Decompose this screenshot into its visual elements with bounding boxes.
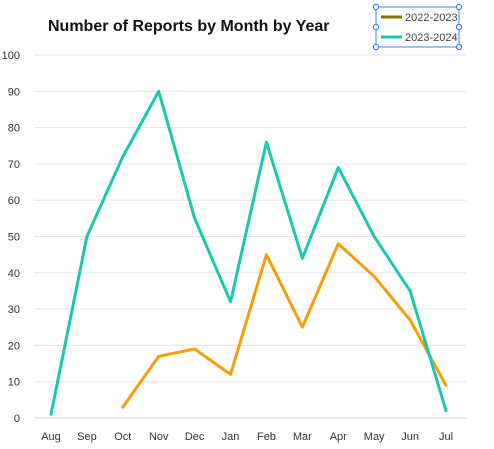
data-point-2023-2024-may[interactable] [371,234,377,240]
legend-handle-middle-left[interactable] [372,23,380,31]
legend[interactable]: 2022-2023 2023-2024 [372,3,463,51]
legend-handle-bottom-left[interactable] [372,43,380,51]
y-tick-label-100: 100 [2,50,20,62]
legend-handle-bottom-right[interactable] [455,43,463,51]
legend-label-2022-2023: 2022-2023 [405,12,458,24]
data-point-2022-2023-jul[interactable] [443,382,449,388]
y-tick-label-10: 10 [8,377,20,389]
x-tick-label-jun: Jun [401,431,419,443]
x-tick-label-sep: Sep [77,431,97,443]
y-tick-label-70: 70 [8,159,20,171]
data-point-2023-2024-mar[interactable] [299,255,305,261]
data-point-2022-2023-nov[interactable] [156,353,162,359]
series-lines [48,88,449,417]
x-tick-label-oct: Oct [114,431,131,443]
data-point-2023-2024-dec[interactable] [192,215,198,221]
x-tick-label-nov: Nov [149,431,169,443]
x-tick-label-apr: Apr [330,431,347,443]
data-point-2023-2024-sep[interactable] [84,234,90,240]
data-point-2022-2023-apr[interactable] [335,241,341,247]
data-point-2022-2023-oct[interactable] [120,404,126,410]
legend-handle-top-left[interactable] [372,3,380,11]
y-tick-label-80: 80 [8,123,20,135]
y-tick-label-20: 20 [8,340,20,352]
x-tick-label-aug: Aug [41,431,61,443]
data-point-2022-2023-mar[interactable] [299,324,305,330]
y-tick-label-90: 90 [8,86,20,98]
x-tick-label-may: May [364,431,385,443]
chart-title: Number of Reports by Month by Year [48,18,330,35]
x-axis-ticks: Aug Sep Oct Nov Dec Jan Feb Mar Apr May Jun Jul [41,431,453,443]
data-point-2023-2024-feb[interactable] [263,139,269,145]
y-tick-label-0: 0 [14,413,20,425]
data-point-2023-2024-jun[interactable] [407,288,413,294]
data-point-2022-2023-jan[interactable] [228,371,234,377]
data-point-2023-2024-nov[interactable] [156,88,162,94]
y-tick-label-40: 40 [8,268,20,280]
x-tick-label-jan: Jan [222,431,240,443]
legend-handle-top-right[interactable] [455,3,463,11]
data-point-2022-2023-may[interactable] [371,273,377,279]
data-point-2023-2024-aug[interactable] [48,411,54,417]
x-tick-label-mar: Mar [293,431,312,443]
data-point-2022-2023-jun[interactable] [407,317,413,323]
data-point-2022-2023-feb[interactable] [263,252,269,258]
data-point-2023-2024-jan[interactable] [228,299,234,305]
x-tick-label-feb: Feb [257,431,276,443]
x-tick-label-jul: Jul [439,431,453,443]
data-point-2023-2024-oct[interactable] [120,154,126,160]
data-point-2022-2023-dec[interactable] [192,346,198,352]
data-point-2023-2024-apr[interactable] [335,165,341,171]
y-tick-label-30: 30 [8,304,20,316]
x-tick-label-dec: Dec [185,431,205,443]
series-line-2022-2023[interactable] [121,242,448,409]
legend-label-2023-2024: 2023-2024 [405,32,458,44]
series-line-2023-2024[interactable] [49,89,448,416]
y-axis-ticks: 0 10 20 30 40 50 60 70 80 90 100 [2,50,20,425]
legend-box [375,6,460,48]
y-tick-label-50: 50 [8,232,20,244]
y-tick-label-60: 60 [8,195,20,207]
legend-handle-middle-right[interactable] [455,23,463,31]
gridlines [34,54,466,419]
data-point-2023-2024-jul[interactable] [443,408,449,414]
